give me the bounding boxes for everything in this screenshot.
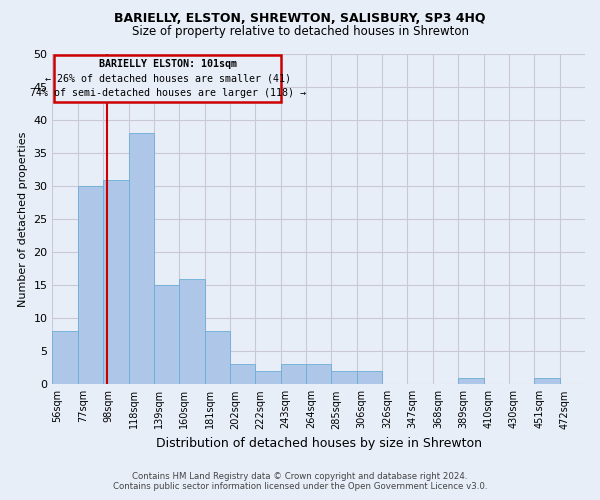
Bar [103, 180, 128, 384]
Bar [230, 364, 256, 384]
Text: Size of property relative to detached houses in Shrewton: Size of property relative to detached ho… [131, 25, 469, 38]
Bar [281, 364, 306, 384]
Bar [52, 332, 78, 384]
Text: BARIELLY ELSTON: 101sqm: BARIELLY ELSTON: 101sqm [98, 60, 236, 70]
FancyBboxPatch shape [54, 56, 281, 102]
Text: ← 26% of detached houses are smaller (41): ← 26% of detached houses are smaller (41… [44, 74, 290, 84]
Text: BARIELLY, ELSTON, SHREWTON, SALISBURY, SP3 4HQ: BARIELLY, ELSTON, SHREWTON, SALISBURY, S… [114, 12, 486, 26]
Bar [306, 364, 331, 384]
Bar [534, 378, 560, 384]
Text: 74% of semi-detached houses are larger (118) →: 74% of semi-detached houses are larger (… [29, 88, 305, 99]
Bar [357, 371, 382, 384]
Y-axis label: Number of detached properties: Number of detached properties [18, 132, 28, 307]
Bar [179, 278, 205, 384]
Text: Contains HM Land Registry data © Crown copyright and database right 2024.
Contai: Contains HM Land Registry data © Crown c… [113, 472, 487, 491]
Bar [256, 371, 281, 384]
Bar [458, 378, 484, 384]
Bar [331, 371, 357, 384]
X-axis label: Distribution of detached houses by size in Shrewton: Distribution of detached houses by size … [156, 437, 482, 450]
Bar [154, 285, 179, 384]
Bar [128, 134, 154, 384]
Bar [78, 186, 103, 384]
Bar [205, 332, 230, 384]
